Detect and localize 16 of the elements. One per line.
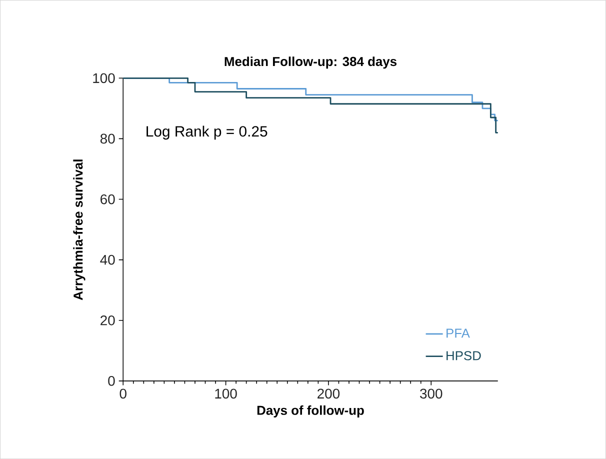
x-axis-title: Days of follow-up xyxy=(257,405,364,418)
y-axis-title: Arrythmia-free survival xyxy=(73,160,86,300)
y-tick-label: 60 xyxy=(100,194,115,204)
y-tick-label: 0 xyxy=(108,376,115,386)
legend-label: PFA xyxy=(446,328,470,338)
y-tick-label: 80 xyxy=(100,134,115,144)
y-tick-label: 100 xyxy=(93,73,115,84)
y-tick-label: 40 xyxy=(100,254,115,265)
x-tick-label: 100 xyxy=(215,388,237,399)
y-tick-label: 20 xyxy=(100,315,115,326)
chart-title: Median Follow-up: 384 days xyxy=(224,56,397,69)
legend-label: HPSD xyxy=(446,351,481,360)
x-tick-label: 0 xyxy=(120,388,126,399)
x-tick-label: 200 xyxy=(318,388,340,399)
x-tick-label: 300 xyxy=(420,388,442,399)
annotation: Log Rank p = 0.25 xyxy=(146,126,268,140)
